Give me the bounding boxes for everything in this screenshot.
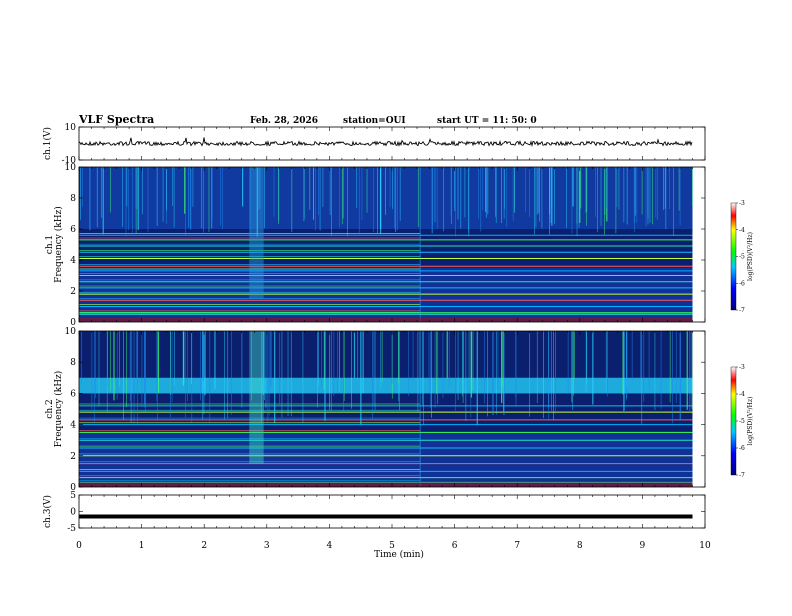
colorbar-label: log(PSD)(V²/Hz) [747,397,754,446]
colorbar-tick-label: -4 [739,227,745,234]
y-tick-label: 4 [70,421,76,431]
ch3-waveform: 5 0 -5 ch.3(V) [42,491,706,534]
y-tick-label: 6 [70,225,76,235]
y-tick-label: 10 [65,163,77,173]
y-axis-label: ch.1 [45,235,55,254]
date-label: Feb. 28, 2026 [250,116,318,126]
hiss-core [79,377,693,394]
x-tick-label: 3 [264,541,270,551]
y-tick-label: 6 [70,389,76,399]
x-tick-label: 10 [699,541,711,551]
y-axis-label: Frequency (kHz) [53,371,64,448]
station-label: station=OUI [343,116,406,126]
x-tick-label: 9 [640,541,646,551]
colorbar-label: log(PSD)(V²/Hz) [747,232,754,281]
y-tick-label: 2 [70,452,76,462]
start-time-label: start UT = 11: 50: 0 [437,116,537,126]
dc-band [79,482,693,487]
x-tick-label: 4 [327,541,333,551]
y-tick-label: 4 [70,256,76,266]
y-tick-label: 8 [70,358,76,368]
y-tick-label: 0 [70,318,76,328]
ch1-spectrogram: 0 2 4 6 8 10 ch.1 Frequency (kHz) -3 -4 -5 -6 -7 log(… [45,163,754,328]
y-tick-label: 0 [70,508,76,518]
colorbar-tick-label: -3 [739,200,745,207]
x-tick-label: 6 [452,541,458,551]
x-axis-label: Time (min) [374,549,424,560]
dc-band [79,317,693,322]
y-axis-label: ch.3(V) [42,495,53,528]
y-tick-label: -5 [67,524,76,534]
colorbar-tick-label: -5 [739,418,745,425]
y-axis-label: Frequency (kHz) [53,206,64,283]
y-axis-label: ch.2 [45,399,55,418]
x-tick-label: 2 [201,541,207,551]
colorbar [730,202,737,311]
panel-frame [78,494,706,529]
colorbar-tick-label: -6 [739,445,745,452]
colorbar-tick-label: -3 [739,364,745,371]
y-tick-label: 10 [65,123,77,133]
y-tick-label: 0 [70,483,76,493]
colorbar-tick-label: -6 [739,280,745,287]
colorbar-tick-label: -5 [739,254,745,261]
colorbar-tick-label: -7 [739,472,745,479]
y-tick-label: 8 [70,194,76,204]
no-data-area [692,167,705,322]
x-tick-label: 1 [139,541,145,551]
ch1-trace [78,137,693,148]
broadband-event [249,331,264,464]
hiss-band [79,167,693,229]
figure-title: VLF Spectra [78,113,154,126]
no-data-area [692,331,705,487]
colorbar [730,366,737,476]
y-tick-label: 10 [65,327,77,337]
x-tick-label: 0 [76,541,82,551]
x-tick-label: 8 [577,541,583,551]
x-tick-label: 5 [389,541,395,551]
broadband-event [249,167,264,299]
y-tick-label: 2 [70,287,76,297]
colorbar-tick-label: -4 [739,391,745,398]
y-axis-label: ch.1(V) [42,127,53,160]
ch1-waveform: 10 -10 ch.1(V) [42,123,706,166]
y-tick-label: 5 [70,491,76,501]
y-tick-label: -10 [62,156,77,166]
spectrogram-image [79,331,705,487]
spectrogram-image [79,167,705,322]
colorbar-tick-label: -7 [739,307,745,314]
ch2-spectrogram: 0 2 4 6 8 10 ch.2 Frequency (kHz) -3 -4 -5 -6 -7 log(… [45,327,754,493]
time-axis: 0 1 2 3 4 5 6 7 8 9 10 [76,541,711,551]
x-tick-label: 7 [514,541,520,551]
